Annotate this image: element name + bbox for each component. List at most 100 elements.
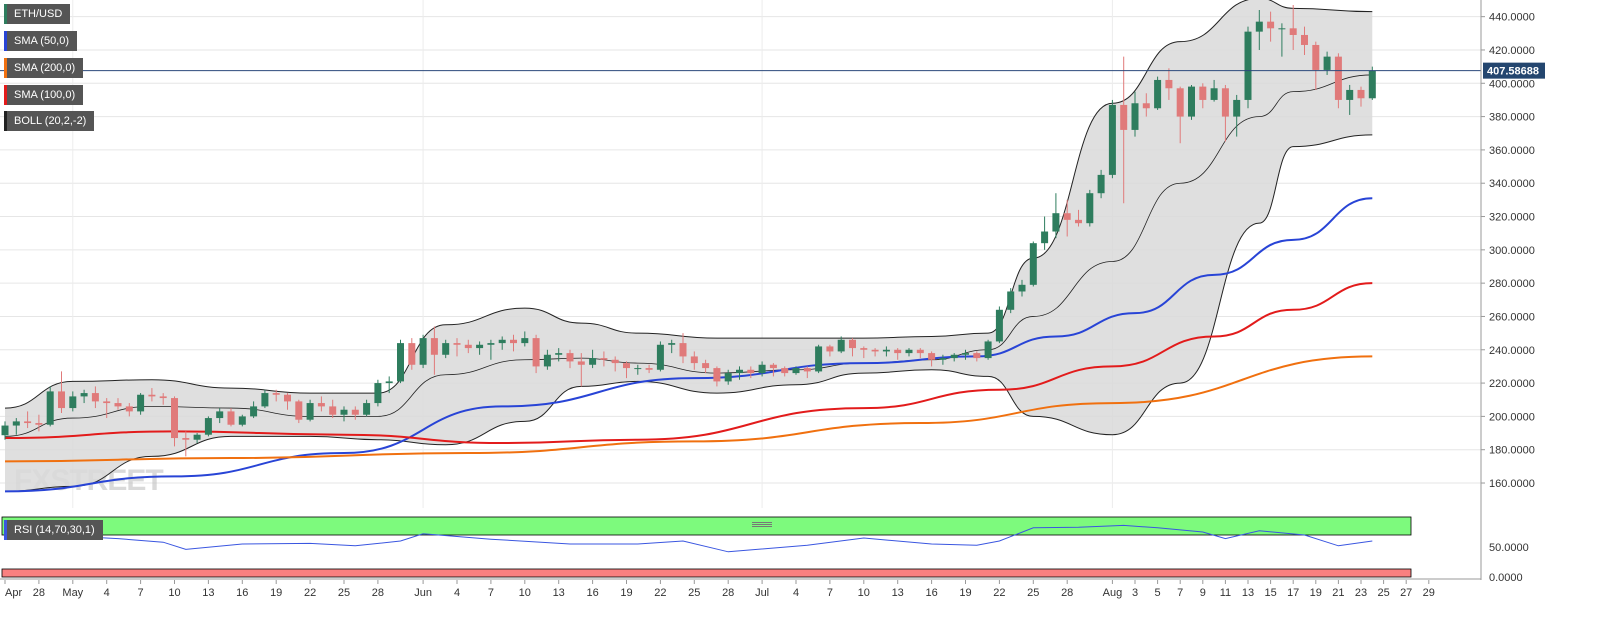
candle[interactable] xyxy=(1357,86,1365,107)
candle[interactable] xyxy=(171,396,178,447)
candle[interactable] xyxy=(227,408,235,427)
candle[interactable] xyxy=(250,401,258,419)
candle[interactable] xyxy=(80,389,88,404)
candle[interactable] xyxy=(476,341,484,355)
candle[interactable] xyxy=(238,414,246,427)
candle[interactable] xyxy=(1289,4,1297,50)
candle[interactable] xyxy=(12,418,20,435)
candle[interactable] xyxy=(600,351,608,367)
candle[interactable] xyxy=(679,333,687,364)
candle[interactable] xyxy=(159,393,167,405)
candle[interactable] xyxy=(950,353,958,362)
candle[interactable] xyxy=(973,351,981,362)
candle[interactable] xyxy=(91,386,99,409)
candle[interactable] xyxy=(1097,169,1105,199)
candle[interactable] xyxy=(623,361,630,379)
candle[interactable] xyxy=(826,344,834,357)
candle[interactable] xyxy=(69,391,77,412)
candle[interactable] xyxy=(430,326,438,375)
candle[interactable] xyxy=(521,331,529,347)
candle[interactable] xyxy=(363,399,371,417)
candle[interactable] xyxy=(453,338,461,357)
candle[interactable] xyxy=(374,379,382,407)
candle[interactable] xyxy=(769,363,777,377)
candle[interactable] xyxy=(589,349,597,369)
candle[interactable] xyxy=(984,339,992,360)
candle[interactable] xyxy=(532,334,540,374)
candle[interactable] xyxy=(114,398,122,410)
candle[interactable] xyxy=(566,349,574,369)
candle[interactable] xyxy=(1267,11,1275,42)
candle[interactable] xyxy=(1210,79,1218,102)
candle[interactable] xyxy=(1018,279,1026,297)
candle[interactable] xyxy=(713,366,721,387)
candle[interactable] xyxy=(928,351,936,367)
candle[interactable] xyxy=(1142,93,1150,117)
candle[interactable] xyxy=(611,356,619,372)
candle[interactable] xyxy=(397,339,404,384)
candle[interactable] xyxy=(35,414,43,432)
candle[interactable] xyxy=(351,406,359,420)
candle[interactable] xyxy=(1,421,9,440)
candle[interactable] xyxy=(1301,26,1308,55)
candle[interactable] xyxy=(137,393,145,415)
candle[interactable] xyxy=(148,388,156,402)
candle[interactable] xyxy=(668,339,676,354)
candle[interactable] xyxy=(905,348,913,357)
candle[interactable] xyxy=(125,403,133,417)
candle[interactable] xyxy=(58,371,65,414)
candle[interactable] xyxy=(1029,241,1037,287)
candle[interactable] xyxy=(442,339,450,359)
candle[interactable] xyxy=(736,366,743,380)
candle[interactable] xyxy=(1007,288,1015,314)
candle[interactable] xyxy=(1154,76,1162,110)
candle[interactable] xyxy=(724,369,732,385)
candle[interactable] xyxy=(204,416,212,437)
candle[interactable] xyxy=(577,353,585,387)
candle[interactable] xyxy=(758,361,766,377)
candle[interactable] xyxy=(1312,41,1320,90)
candle[interactable] xyxy=(645,364,653,374)
candle[interactable] xyxy=(781,366,789,377)
legend-rsi[interactable]: RSI (14,70,30,1) xyxy=(4,520,103,540)
candle[interactable] xyxy=(792,366,800,375)
candle[interactable] xyxy=(385,376,393,394)
candle[interactable] xyxy=(419,334,427,369)
candle[interactable] xyxy=(1233,94,1241,137)
candle[interactable] xyxy=(543,349,551,370)
candle[interactable] xyxy=(1075,209,1082,227)
candle[interactable] xyxy=(306,399,314,422)
candle[interactable] xyxy=(182,431,190,457)
candle[interactable] xyxy=(498,336,506,350)
candle[interactable] xyxy=(510,334,517,352)
rsi-panel[interactable]: 0.0000 50.0000 xyxy=(0,516,1529,584)
candle[interactable] xyxy=(46,386,54,427)
candle[interactable] xyxy=(702,359,710,374)
candlesticks[interactable] xyxy=(1,4,1376,457)
candle[interactable] xyxy=(295,399,303,424)
candle[interactable] xyxy=(1041,216,1049,250)
candle[interactable] xyxy=(916,348,924,359)
candle[interactable] xyxy=(1120,56,1128,204)
candle[interactable] xyxy=(272,389,280,402)
candle[interactable] xyxy=(317,396,325,412)
candle[interactable] xyxy=(1199,83,1207,109)
candle[interactable] xyxy=(939,354,947,365)
candle[interactable] xyxy=(284,393,291,410)
candle[interactable] xyxy=(690,351,698,370)
candle[interactable] xyxy=(555,348,563,362)
legend-symbol[interactable]: ETH/USD xyxy=(4,4,71,24)
candle[interactable] xyxy=(340,406,348,422)
candle[interactable] xyxy=(1278,23,1286,57)
candle[interactable] xyxy=(1176,86,1184,144)
candle[interactable] xyxy=(815,344,823,374)
candle[interactable] xyxy=(261,389,269,409)
candle[interactable] xyxy=(193,433,201,444)
candle[interactable] xyxy=(1188,84,1195,120)
candle[interactable] xyxy=(487,339,495,360)
candle[interactable] xyxy=(860,346,868,359)
candle[interactable] xyxy=(803,366,811,379)
candle[interactable] xyxy=(837,336,845,354)
candle[interactable] xyxy=(1255,9,1263,50)
